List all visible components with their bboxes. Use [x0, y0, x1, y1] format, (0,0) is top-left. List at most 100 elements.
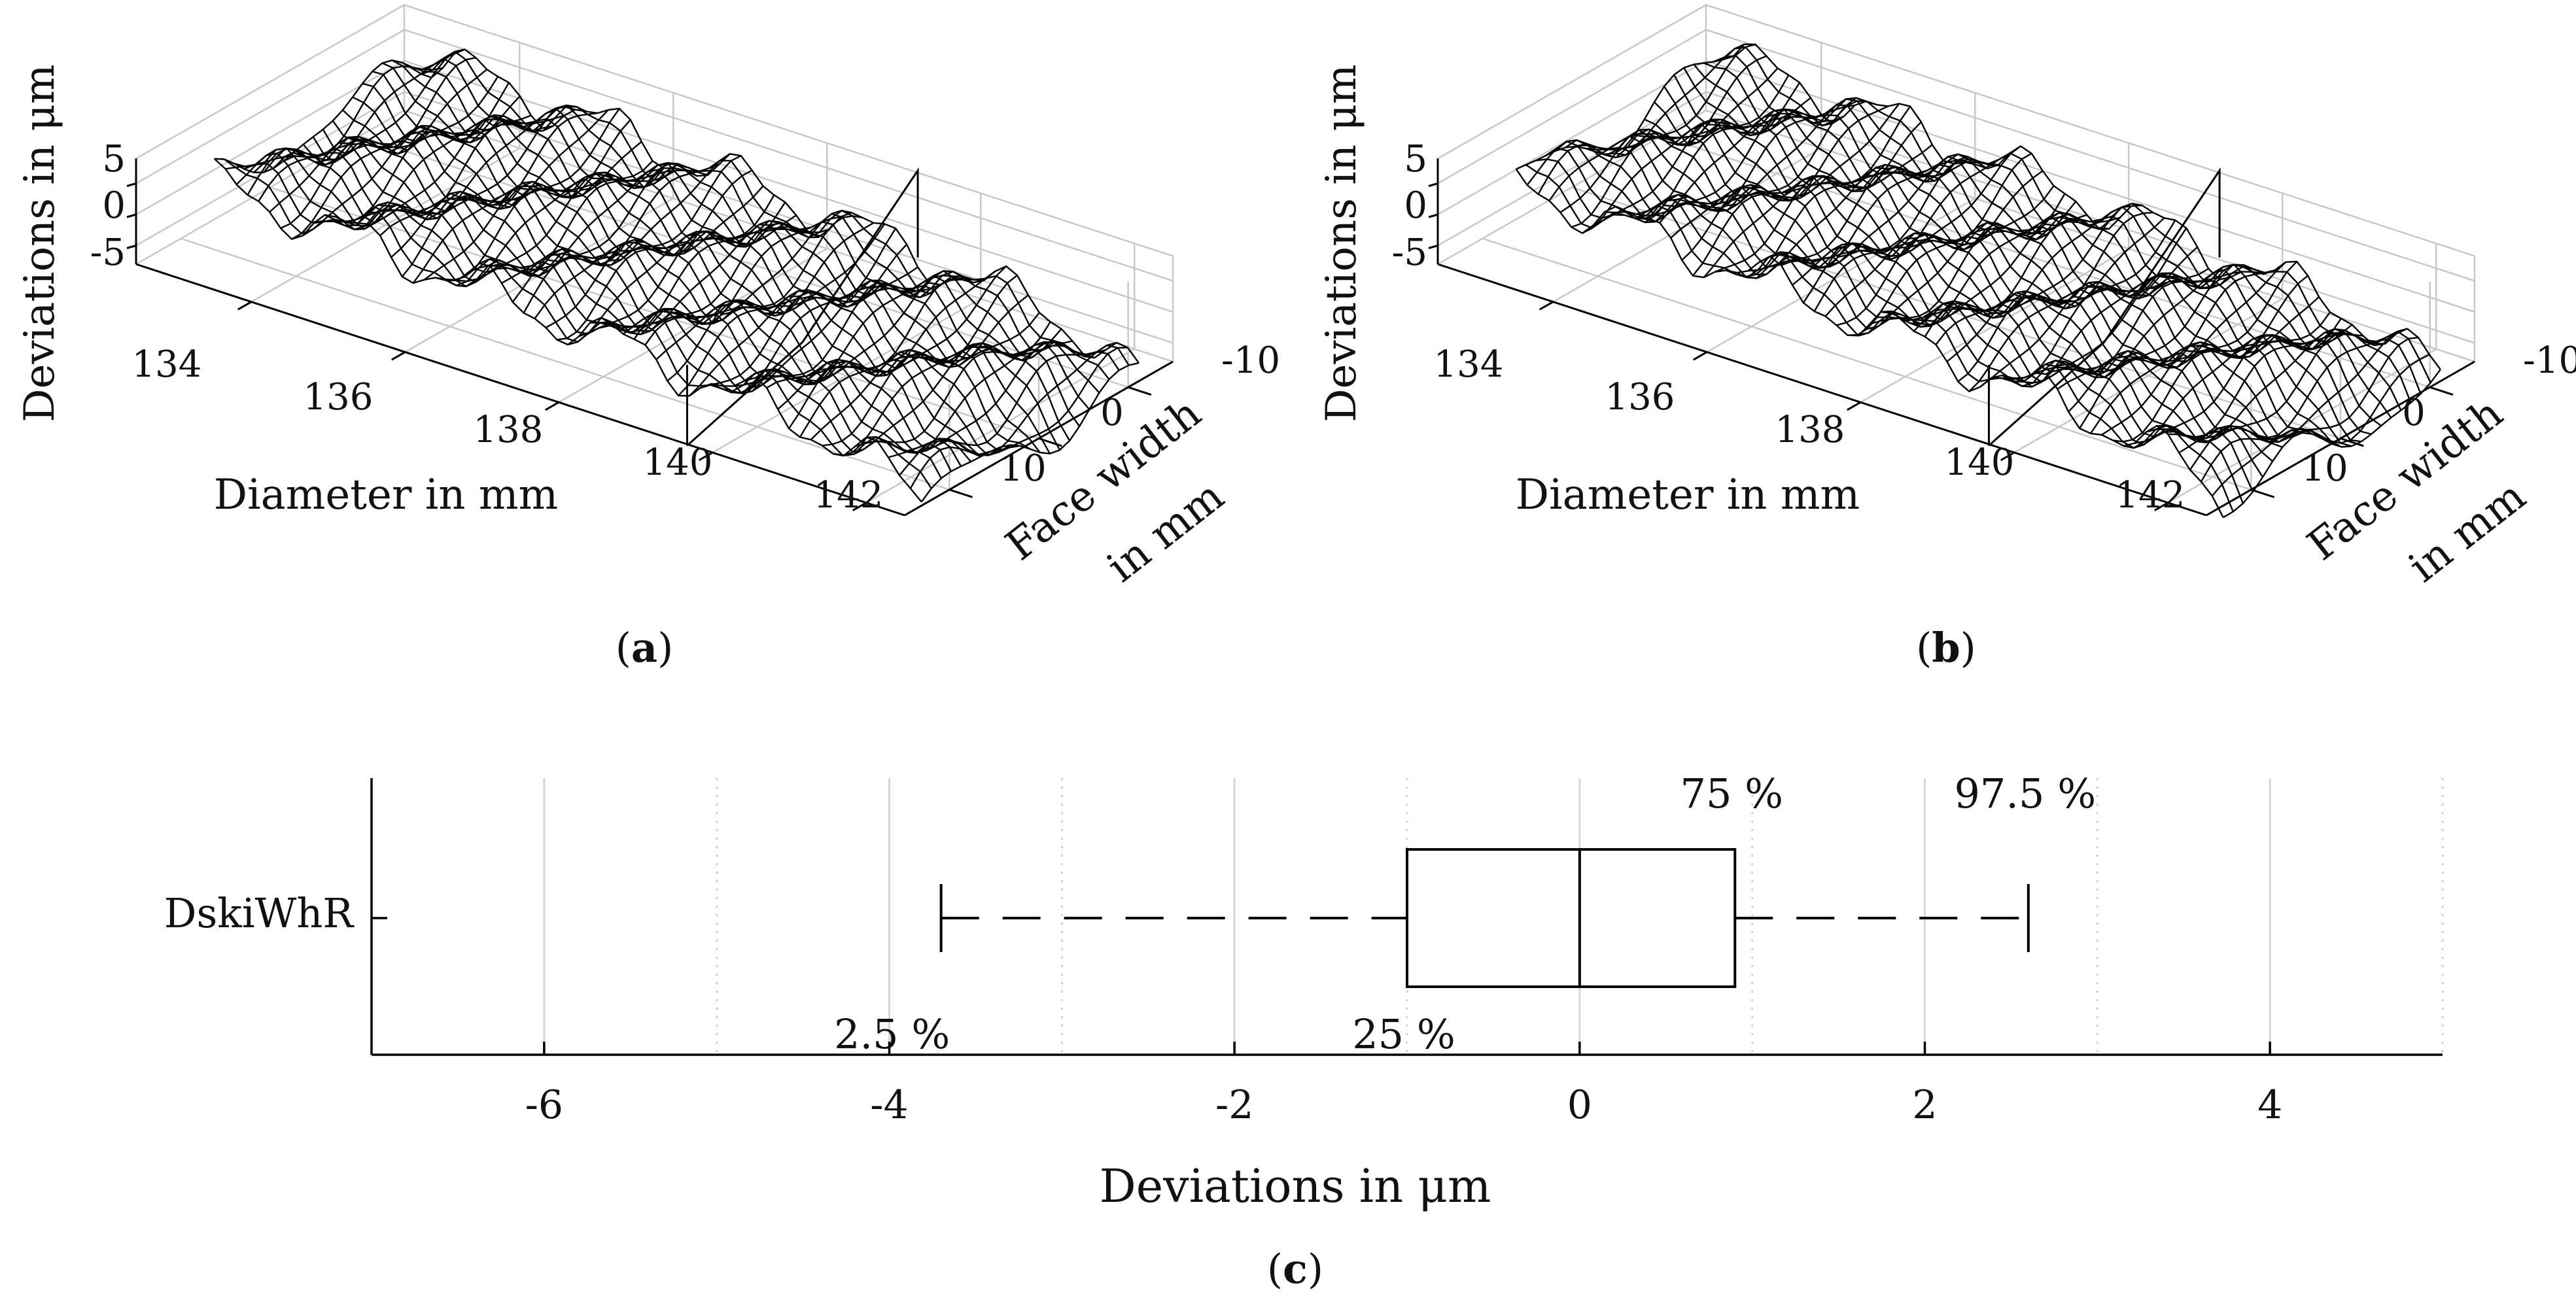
y-tick	[949, 488, 973, 498]
x-axis-label: Diameter in mm	[214, 471, 558, 519]
z-gridline	[1437, 29, 2475, 282]
x-tick	[1847, 401, 1861, 411]
iqr-box	[1406, 848, 1737, 988]
mesh-line-facewidth	[1758, 160, 1977, 269]
mesh-line-facewidth	[1582, 82, 1801, 234]
mesh-line-facewidth	[744, 275, 962, 386]
mesh-line-facewidth	[1824, 170, 2044, 317]
section-plane-a	[686, 167, 919, 447]
mesh-line-facewidth	[578, 214, 797, 337]
x-axis-label: Diameter in mm	[1516, 471, 1860, 519]
mesh-line-facewidth	[700, 266, 918, 389]
mesh-line-diameter	[283, 142, 991, 456]
y-tick	[2429, 386, 2454, 396]
mesh-line-diameter	[1673, 74, 2382, 427]
mesh-line-facewidth	[567, 201, 786, 346]
mesh-line-facewidth	[844, 328, 1062, 456]
mesh-line-facewidth	[833, 321, 1051, 456]
z-tick	[1428, 182, 1438, 187]
mesh-line-facewidth	[501, 163, 720, 284]
x-tick-label: 0	[1567, 1082, 1592, 1128]
x-tick-label: 142	[814, 474, 884, 517]
mesh-line-facewidth	[1769, 153, 1988, 268]
panel-caption-a: (a)	[616, 624, 674, 672]
x-tick-label: 134	[1434, 343, 1504, 386]
x-tick-label: 142	[2115, 474, 2185, 517]
mesh-line-diameter	[411, 58, 1120, 371]
axes	[370, 778, 2443, 1056]
z-gridline	[1437, 91, 2475, 344]
mesh-line-facewidth	[1648, 97, 1866, 220]
x-gridline	[1706, 92, 1976, 353]
mesh-line-facewidth	[2200, 337, 2419, 483]
x-tick-label: 136	[304, 376, 374, 418]
z-gridline	[135, 60, 1174, 313]
mesh-line-facewidth	[1880, 216, 2098, 328]
mesh-line-facewidth	[1781, 158, 1999, 266]
x-tick	[2000, 451, 2015, 462]
tick-marks-b	[1428, 158, 2475, 517]
mesh-line-diameter	[352, 96, 1061, 451]
mesh-line-facewidth	[1615, 108, 1834, 224]
x-tick-label: 140	[1945, 441, 2015, 484]
y-tick-label: 10	[2301, 447, 2348, 490]
z-tick	[126, 182, 137, 187]
y-tick-label: -10	[1221, 339, 1280, 382]
mesh-line-facewidth	[391, 109, 609, 258]
z-tick	[1428, 213, 1438, 218]
x-gridline	[1552, 43, 1822, 303]
annotation-whisker-low: 2.5 %	[834, 1010, 950, 1058]
section-line	[686, 167, 919, 447]
mesh-line-facewidth	[2068, 261, 2287, 413]
x-tick-label: 134	[132, 343, 202, 386]
x-tick	[1539, 301, 1554, 311]
z-gridline	[1437, 60, 2475, 313]
box-back-wall	[403, 3, 1174, 362]
mesh-line-facewidth	[2168, 332, 2386, 439]
mesh-line-facewidth	[667, 223, 886, 382]
surface-mesh-b	[1515, 43, 2441, 519]
x-tick-label: 138	[474, 409, 544, 451]
panel-caption-c: (c)	[1267, 1245, 1323, 1293]
category-label: DskiWhR	[164, 889, 355, 937]
x-gridline	[251, 43, 521, 303]
mesh-line-diameter	[224, 158, 932, 489]
y-tick	[1128, 386, 1152, 396]
mesh-line-diameter	[1732, 43, 2441, 370]
mesh-line-facewidth	[1626, 109, 1845, 216]
box-plot: -6 -4 -2 0 2 4 DskiWhR 2.5 % 25 % 75 % 97.5 %…	[164, 770, 2444, 1293]
z-tick-label: -5	[90, 231, 126, 274]
x-axis-line	[1437, 263, 2207, 517]
mesh-line-facewidth	[1792, 152, 2010, 286]
y-tick	[2250, 488, 2275, 498]
x-gridline	[865, 243, 1136, 504]
mesh-line-facewidth	[888, 349, 1106, 458]
mesh-line-facewidth	[877, 341, 1095, 454]
mesh-line-diameter	[1703, 62, 2412, 403]
mesh-line-facewidth	[788, 265, 1007, 430]
annotation-whisker-high: 97.5 %	[1954, 770, 2096, 817]
mesh-line-facewidth	[401, 108, 620, 277]
x-tick-label: 140	[643, 441, 713, 484]
mesh-line-facewidth	[269, 69, 488, 213]
x-gridline	[2013, 193, 2284, 454]
z-tick-label: 5	[102, 138, 126, 180]
mesh-line-facewidth	[1802, 145, 2021, 303]
x-gridline	[558, 143, 828, 403]
mesh-line-facewidth	[655, 222, 875, 360]
x-gridline	[2167, 243, 2437, 504]
z-tick-label: -5	[1391, 231, 1427, 274]
mesh-line-facewidth	[347, 114, 565, 223]
section-line	[1988, 167, 2221, 447]
mesh-line-facewidth	[2157, 328, 2375, 443]
mesh-line-facewidth	[2079, 261, 2298, 429]
z-tick	[1428, 245, 1438, 249]
z-tick	[126, 245, 137, 249]
mesh-line-facewidth	[1736, 163, 1955, 279]
mesh-line-facewidth	[2057, 269, 2275, 390]
mesh-line-facewidth	[1604, 114, 1822, 220]
mesh-line-facewidth	[2101, 296, 2320, 436]
x-tick-label: 138	[1775, 409, 1845, 451]
y-tick-label: 10	[1000, 447, 1046, 490]
y-tick-label: 0	[2402, 392, 2426, 434]
